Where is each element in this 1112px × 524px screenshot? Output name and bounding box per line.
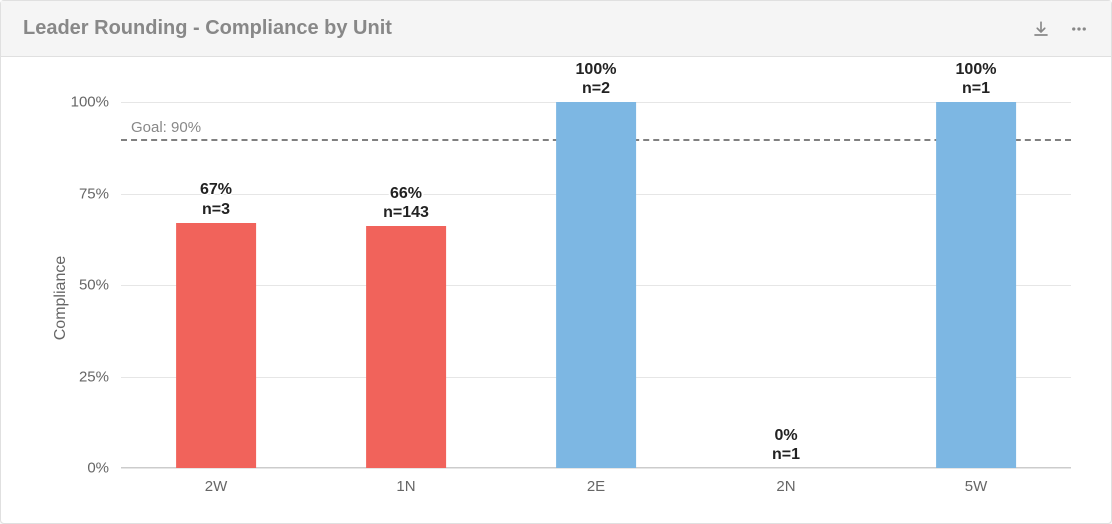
x-tick-label: 2N	[776, 468, 795, 495]
y-axis-label: Compliance	[52, 255, 70, 339]
more-icon	[1069, 20, 1089, 38]
panel-header: Leader Rounding - Compliance by Unit	[1, 1, 1111, 57]
bar-value-label: 0%n=1	[706, 426, 866, 464]
y-tick-label: 75%	[79, 185, 121, 202]
bar-value-label: 67%n=3	[136, 180, 296, 218]
y-tick-label: 25%	[79, 368, 121, 385]
x-tick-label: 2E	[587, 468, 605, 495]
x-tick-label: 2W	[205, 468, 228, 495]
more-button[interactable]	[1065, 15, 1093, 43]
chart-panel: Leader Rounding - Compliance by Unit Com…	[0, 0, 1112, 524]
download-button[interactable]	[1027, 15, 1055, 43]
goal-label: Goal: 90%	[129, 119, 203, 136]
panel-title: Leader Rounding - Compliance by Unit	[23, 17, 1027, 40]
y-tick-label: 50%	[79, 277, 121, 294]
panel-actions	[1027, 15, 1093, 43]
bar	[556, 102, 636, 468]
plot-region: 0%25%50%75%100%Goal: 90%2W67%n=31N66%n=1…	[121, 102, 1071, 468]
bar	[176, 223, 256, 468]
chart-inner: Compliance 0%25%50%75%100%Goal: 90%2W67%…	[31, 82, 1081, 513]
y-tick-label: 100%	[71, 94, 121, 111]
x-tick-label: 1N	[396, 468, 415, 495]
bar-value-label: 100%n=1	[896, 60, 1056, 98]
bar	[366, 226, 446, 468]
bar-value-label: 66%n=143	[326, 184, 486, 222]
bar	[936, 102, 1016, 468]
y-tick-label: 0%	[87, 460, 121, 477]
bar-value-label: 100%n=2	[516, 60, 676, 98]
chart-area: Compliance 0%25%50%75%100%Goal: 90%2W67%…	[1, 57, 1111, 523]
x-tick-label: 5W	[965, 468, 988, 495]
download-icon	[1032, 20, 1050, 38]
